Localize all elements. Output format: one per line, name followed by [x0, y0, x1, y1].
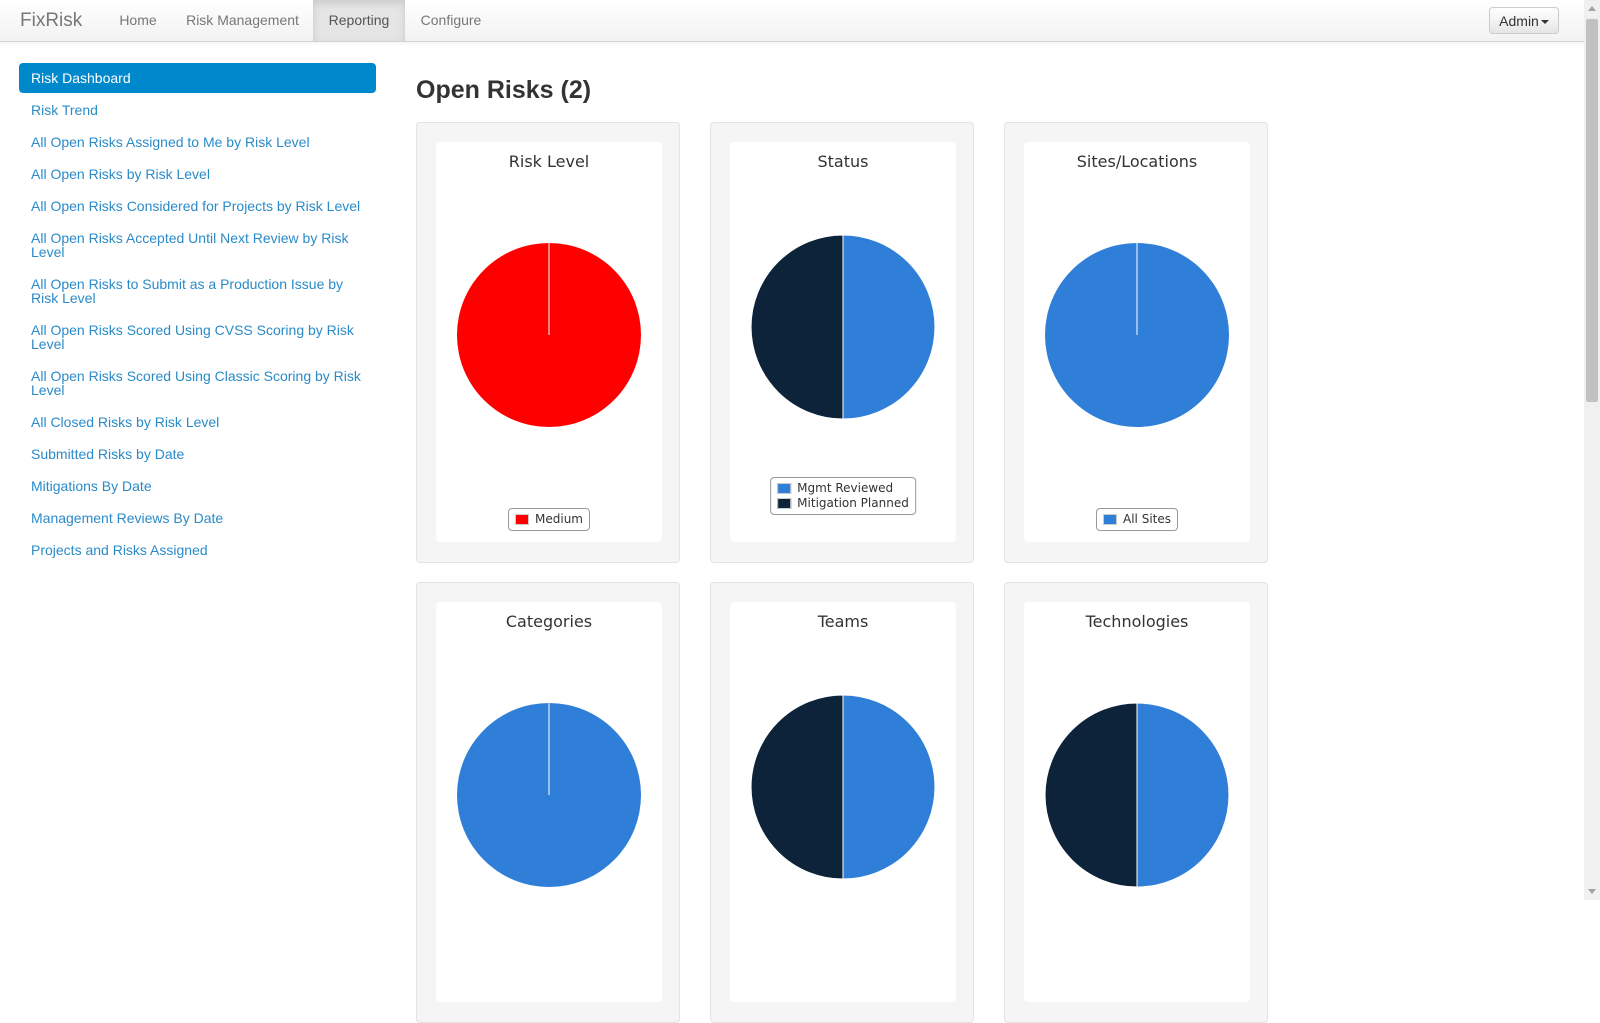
- legend-label: Mgmt Reviewed: [797, 481, 894, 495]
- nav-reporting[interactable]: Reporting: [313, 0, 405, 41]
- pie-slice[interactable]: [750, 234, 844, 420]
- user-menu-button[interactable]: Admin: [1489, 7, 1559, 34]
- sidebar-item-open-by-level[interactable]: All Open Risks by Risk Level: [31, 166, 210, 182]
- user-menu-label: Admin: [1499, 13, 1539, 29]
- risk-level-pie-chart: [457, 243, 641, 427]
- sites-pie-chart: [1045, 243, 1229, 427]
- sidebar-item-submitted-by-date[interactable]: Submitted Risks by Date: [31, 446, 185, 462]
- scroll-thumb[interactable]: [1586, 19, 1598, 402]
- page-title: Open Risks (2): [416, 76, 592, 104]
- scroll-up-arrow-icon[interactable]: [1588, 6, 1596, 11]
- sidebar-item-projects-and-risks[interactable]: Projects and Risks Assigned: [31, 542, 208, 558]
- nav-risk-management[interactable]: Risk Management: [186, 12, 299, 28]
- chart-title: Status: [817, 152, 869, 171]
- legend-label: Medium: [535, 512, 583, 526]
- sidebar-item-considered-for-projects[interactable]: All Open Risks Considered for Projects b…: [31, 198, 361, 214]
- sidebar-item-risk-trend[interactable]: Risk Trend: [31, 102, 98, 118]
- chart-card-technologies: Technologies: [1004, 582, 1268, 1023]
- nav-configure[interactable]: Configure: [420, 12, 482, 28]
- sidebar-item-risk-dashboard[interactable]: Risk Dashboard: [19, 63, 376, 93]
- teams-pie-chart: [750, 694, 936, 880]
- nav-home[interactable]: Home: [119, 12, 157, 28]
- chart-title: Sites/Locations: [1076, 152, 1198, 171]
- legend-label: All Sites: [1123, 512, 1171, 526]
- legend-swatch: [777, 483, 792, 494]
- sidebar-item-cvss-scoring[interactable]: All Open Risks Scored Using CVSS Scoring…: [31, 322, 354, 352]
- chart-card-categories: Categories: [416, 582, 680, 1023]
- legend-item[interactable]: Mgmt Reviewed: [777, 481, 909, 496]
- chart-title: Risk Level: [508, 152, 590, 171]
- caret-down-icon: [1540, 20, 1549, 25]
- sidebar-item-classic-scoring[interactable]: All Open Risks Scored Using Classic Scor…: [31, 368, 361, 398]
- chart-legend: Mgmt Reviewed Mitigation Planned: [770, 477, 916, 515]
- chart-card-risk-level: Risk Level Medium: [416, 122, 680, 563]
- legend-swatch: [777, 498, 792, 509]
- chart-card-sites: Sites/Locations All Sites: [1004, 122, 1268, 563]
- legend-item[interactable]: Medium: [515, 512, 583, 527]
- pie-slice[interactable]: [842, 234, 936, 420]
- pie-slice[interactable]: [1044, 702, 1138, 888]
- legend-label: Mitigation Planned: [797, 496, 909, 510]
- status-pie-chart: [750, 234, 936, 420]
- chart-title: Technologies: [1085, 612, 1189, 631]
- chart-legend: Medium: [508, 508, 590, 531]
- sidebar-item-assigned-to-me[interactable]: All Open Risks Assigned to Me by Risk Le…: [31, 134, 310, 150]
- brand-logo[interactable]: FixRisk: [20, 10, 83, 31]
- chart-legend: All Sites: [1096, 508, 1178, 531]
- legend-item[interactable]: Mitigation Planned: [777, 496, 909, 511]
- legend-swatch: [515, 514, 530, 525]
- sidebar-item-mitigations-by-date[interactable]: Mitigations By Date: [31, 478, 152, 494]
- pie-slice[interactable]: [842, 694, 936, 880]
- sidebar-item-reviews-by-date[interactable]: Management Reviews By Date: [31, 510, 224, 526]
- vertical-scrollbar[interactable]: [1584, 0, 1600, 900]
- legend-item[interactable]: All Sites: [1103, 512, 1171, 527]
- chart-card-status: Status Mgmt Reviewed Mitigation Planned: [710, 122, 974, 563]
- sidebar-nav: Risk Dashboard Risk Trend All Open Risks…: [19, 63, 376, 564]
- sidebar-item-production-issue[interactable]: All Open Risks to Submit as a Production…: [31, 276, 344, 306]
- chart-title: Teams: [817, 612, 869, 631]
- technologies-pie-chart: [1044, 702, 1230, 888]
- legend-swatch: [1103, 514, 1118, 525]
- scroll-down-arrow-icon[interactable]: [1588, 889, 1596, 894]
- chart-card-teams: Teams: [710, 582, 974, 1023]
- categories-pie-chart: [457, 703, 641, 887]
- pie-slice[interactable]: [1136, 702, 1230, 888]
- top-navbar: FixRisk Home Risk Management Reporting C…: [0, 0, 1584, 42]
- sidebar-item-accepted-until-review[interactable]: All Open Risks Accepted Until Next Revie…: [31, 230, 349, 260]
- pie-slice[interactable]: [750, 694, 844, 880]
- chart-title: Categories: [505, 612, 593, 631]
- sidebar-item-closed-risks[interactable]: All Closed Risks by Risk Level: [31, 414, 220, 430]
